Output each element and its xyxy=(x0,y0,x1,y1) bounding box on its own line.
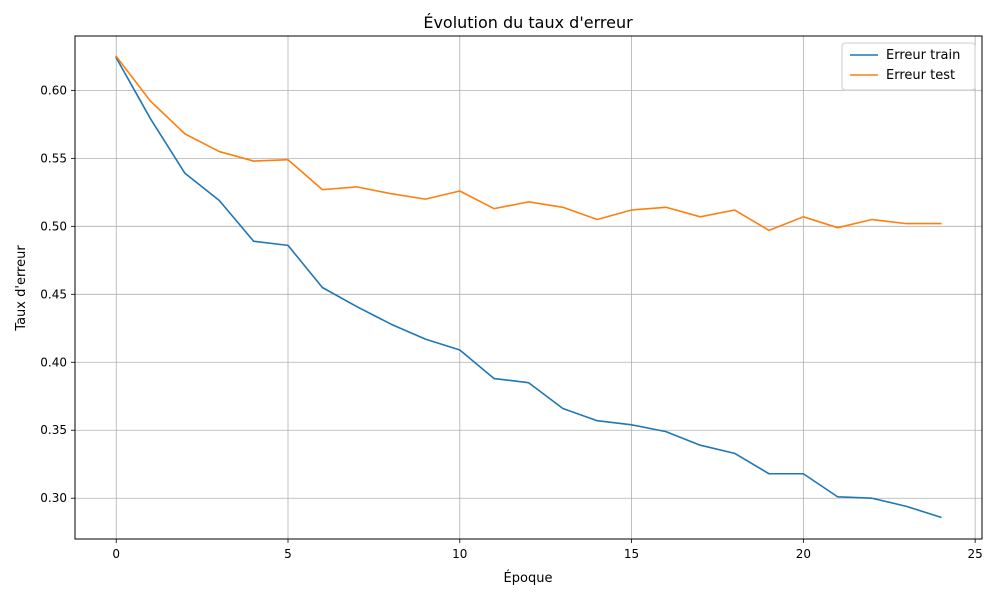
x-tick-label: 0 xyxy=(112,547,120,561)
x-tick-label: 25 xyxy=(967,547,982,561)
x-axis-label: Époque xyxy=(504,570,553,586)
y-tick-label: 0.30 xyxy=(40,491,67,505)
legend-label-erreur-train: Erreur train xyxy=(886,48,960,63)
y-tick-label: 0.40 xyxy=(40,355,67,369)
series-line-erreur-train xyxy=(115,56,942,519)
y-tick-label: 0.45 xyxy=(40,287,67,301)
x-tick-label: 20 xyxy=(796,547,811,561)
y-tick-label: 0.60 xyxy=(40,83,67,97)
y-tick-label: 0.50 xyxy=(40,219,67,233)
x-tick-label: 15 xyxy=(624,547,639,561)
chart-title: Évolution du taux d'erreur xyxy=(423,13,633,32)
plot-area-frame xyxy=(74,35,983,540)
axis-ticks: 0 5 10 15 20 25 0.30 0.35 0.40 0.45 0.50 0.55 0.60 xyxy=(40,83,982,561)
y-tick-label: 0.55 xyxy=(40,151,67,165)
y-tick-label: 0.35 xyxy=(40,423,67,437)
x-tick-label: 10 xyxy=(452,547,467,561)
legend-label-erreur-test: Erreur test xyxy=(886,68,955,83)
series-lines xyxy=(115,55,942,519)
y-axis-label: Taux d'erreur xyxy=(14,245,29,332)
x-tick-label: 5 xyxy=(284,547,292,561)
series-line-erreur-test xyxy=(115,55,942,232)
legend: Erreur train Erreur test xyxy=(841,42,976,91)
grid-lines xyxy=(75,36,982,539)
